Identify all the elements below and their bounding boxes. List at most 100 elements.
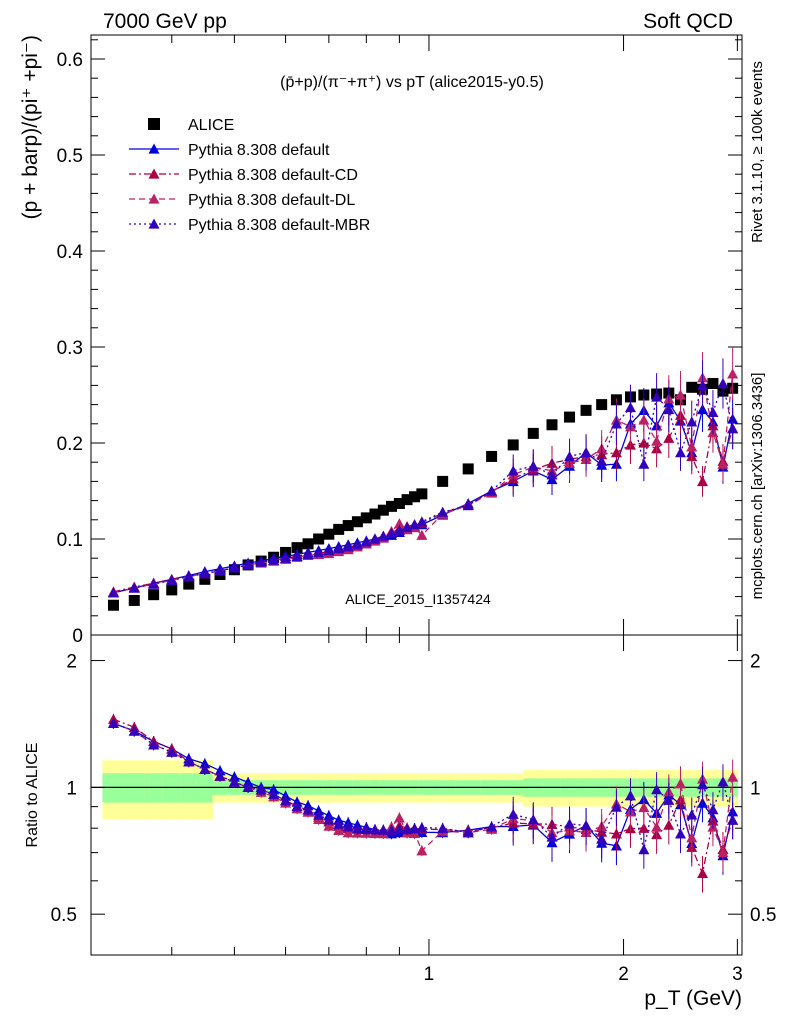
ratio-point [342, 827, 354, 838]
ratio-y-tick-label: 1 [66, 778, 77, 799]
ratio-point [610, 828, 622, 839]
series-point [183, 570, 195, 582]
series-point [214, 565, 226, 576]
main-series [107, 347, 739, 611]
ratio-point [638, 844, 650, 855]
ratio-point [360, 823, 372, 834]
series-point [546, 469, 558, 480]
series-point [727, 423, 739, 434]
alice-point [401, 494, 413, 506]
ratio-point [242, 781, 254, 793]
legend-label: Pythia 8.308 default-CD [188, 167, 358, 184]
alice-point [527, 427, 539, 439]
series-point [686, 416, 698, 427]
series-point [564, 450, 576, 462]
legend: ALICE Pythia 8.308 default Pythia 8.308 de… [129, 117, 370, 234]
ratio-series-line [113, 722, 734, 853]
series-point [199, 568, 211, 579]
alice-point [686, 381, 698, 393]
y-tick-label: 0.4 [57, 242, 84, 263]
ratio-point [638, 822, 650, 833]
ratio-point [717, 846, 729, 858]
ratio-point [323, 814, 335, 825]
alice-point [166, 584, 178, 596]
legend-label: Pythia 8.308 default-MBR [188, 217, 370, 234]
ratio-point [342, 821, 354, 832]
series-point [624, 401, 636, 413]
alice-point [369, 508, 381, 520]
alice-point [385, 500, 397, 512]
legend-marker [148, 168, 160, 179]
series-point [166, 574, 178, 585]
series-point [313, 546, 325, 558]
y-tick-label: 0.6 [57, 50, 83, 71]
ratio-point [624, 790, 636, 801]
ratio-point [377, 824, 389, 835]
series-point [707, 406, 719, 417]
ratio-point [727, 814, 739, 825]
ratio-point [663, 819, 675, 830]
ratio-y-tick-label-right: 1 [750, 778, 761, 799]
series-point [697, 475, 709, 487]
ratio-point [416, 845, 428, 856]
ratio-point [333, 824, 345, 835]
legend-marker [148, 218, 160, 229]
ratio-y-tick-label-right: 2 [750, 652, 761, 673]
alice-point [360, 512, 372, 524]
series-point [342, 541, 354, 552]
legend-label: Pythia 8.308 default [188, 142, 330, 159]
ratio-point [610, 801, 622, 812]
alice-point [323, 528, 335, 540]
ratio-point [697, 779, 709, 790]
series-point [638, 437, 650, 448]
y-tick-label: 0.5 [57, 146, 83, 167]
y-tick-label: 0.2 [57, 434, 83, 455]
ratio-y-tick-label-right: 0.5 [750, 905, 776, 926]
ratio-panel-frame [90, 634, 743, 956]
ratio-y-axis-label: Ratio to ALICE [24, 743, 41, 848]
ratio-point [228, 776, 240, 787]
ratio-point [527, 814, 539, 825]
series-point [675, 389, 687, 400]
ratio-y-tick-label: 2 [66, 652, 77, 673]
ratio-point [686, 809, 698, 820]
x-tick-label: 1 [424, 964, 435, 985]
alice-point [546, 419, 558, 431]
ratio-point [255, 784, 267, 795]
legend-label: Pythia 8.308 default-DL [188, 192, 355, 209]
ratio-point [546, 831, 558, 842]
alice-point [148, 589, 160, 601]
ratio-point [707, 804, 719, 815]
ratio-point [107, 717, 119, 728]
chart-title: (p̄+p)/(π⁻+π⁺) vs pT (alice2015-y0.5) [280, 74, 544, 91]
alice-point [580, 404, 592, 416]
ratio-point [580, 819, 592, 831]
alice-point [707, 377, 719, 389]
ratio-axes: 1 2 3 0.5 0.5 1 1 2 2 [51, 635, 776, 985]
series-point [360, 536, 372, 547]
series-point [527, 460, 539, 471]
ratio-point [214, 765, 226, 776]
ratio-point [675, 778, 687, 789]
series-point [663, 432, 675, 443]
ratio-point [651, 784, 663, 795]
ratio-point [369, 824, 381, 835]
alice-point [291, 542, 303, 554]
alice-point [313, 533, 325, 545]
series-point [268, 554, 280, 565]
alice-point [128, 594, 140, 606]
series-point [717, 458, 729, 469]
alice-point [437, 475, 449, 487]
legend-marker-alice [148, 118, 160, 130]
ratio-point [462, 827, 474, 838]
series-point [148, 578, 160, 589]
alice-point [462, 463, 474, 475]
ratio-point [393, 823, 405, 834]
ratio-point [507, 808, 519, 819]
ratio-series [107, 713, 739, 893]
alice-point [183, 578, 195, 590]
series-point [462, 499, 474, 511]
series-point [416, 529, 428, 540]
series-point [377, 530, 389, 541]
